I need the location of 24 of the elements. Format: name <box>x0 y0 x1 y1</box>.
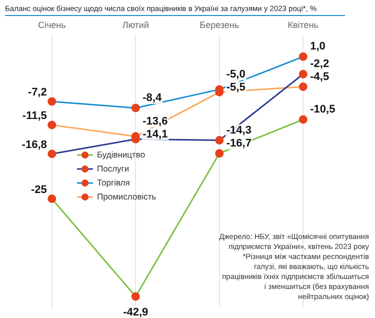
data-label: -16,7 <box>226 137 252 150</box>
legend-label: Промисловість <box>97 191 157 202</box>
data-label: -14,3 <box>226 124 252 136</box>
data-label: -7,2 <box>28 86 47 98</box>
data-label: -4,5 <box>310 70 330 83</box>
x-tick-label: Березень <box>200 20 240 30</box>
data-label: -5,0 <box>226 68 246 80</box>
data-label: -10,5 <box>310 104 336 116</box>
data-label: -25 <box>30 184 47 196</box>
x-tick-label: Квітень <box>288 20 319 30</box>
data-label: -13,6 <box>142 115 168 128</box>
data-label: -16,8 <box>22 138 47 151</box>
data-label: -2,2 <box>310 58 330 70</box>
data-label: -14,1 <box>142 128 168 140</box>
data-label: -42,9 <box>123 306 148 318</box>
legend-label: Послуги <box>97 163 130 174</box>
data-label: -11,5 <box>22 110 47 122</box>
data-label: -8,4 <box>142 92 162 104</box>
data-label: -5,5 <box>226 81 246 94</box>
x-tick-label: Січень <box>38 20 66 30</box>
legend-label: Торгівля <box>97 177 130 188</box>
data-label: 1,0 <box>310 40 326 53</box>
x-tick-label: Лютий <box>122 20 149 30</box>
legend-label: Будівництво <box>97 149 146 160</box>
